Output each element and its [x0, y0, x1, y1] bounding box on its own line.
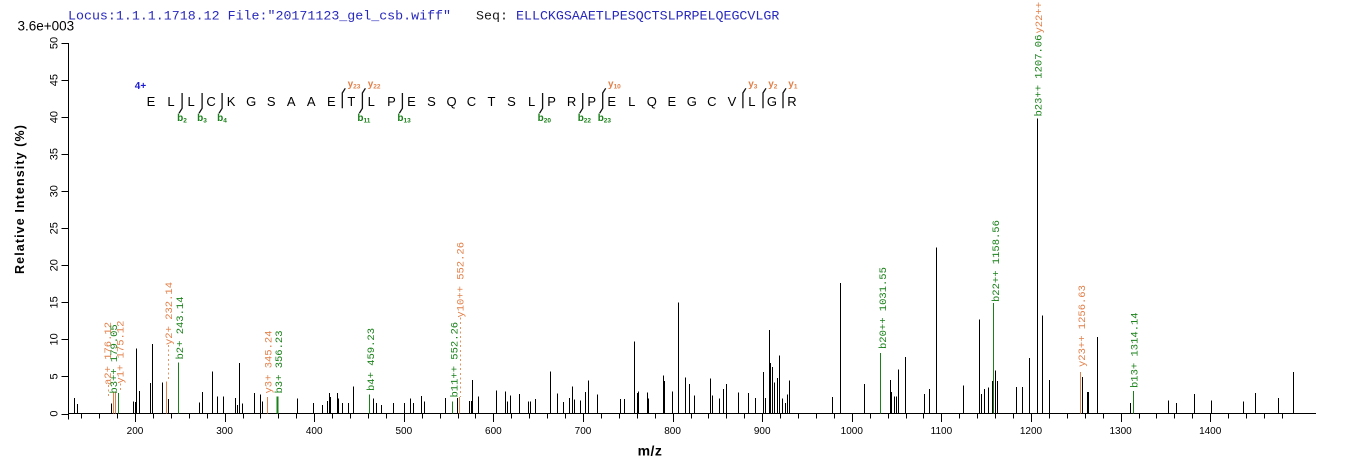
svg-text:Locus:1.1.1.1718.12 File:"2017: Locus:1.1.1.1718.12 File:"20171123_gel_c…	[68, 9, 451, 24]
svg-text:b4: b4	[217, 113, 227, 125]
svg-text:b11: b11	[357, 113, 370, 125]
svg-text:b13+ 1314.14: b13+ 1314.14	[1129, 312, 1141, 388]
svg-text:b23: b23	[598, 113, 612, 125]
svg-text:S: S	[427, 94, 436, 109]
svg-text:A: A	[307, 94, 316, 109]
svg-text:L: L	[748, 94, 755, 109]
svg-text:600: 600	[485, 426, 502, 437]
svg-text:50: 50	[49, 37, 61, 49]
svg-text:500: 500	[395, 426, 412, 437]
svg-text:b3++ 179.05: b3++ 179.05	[109, 324, 121, 393]
svg-text:Relative Intensity (%): Relative Intensity (%)	[13, 124, 27, 274]
svg-text:1100: 1100	[931, 426, 953, 437]
svg-text:Seq:: Seq:	[476, 9, 508, 24]
svg-text:L: L	[368, 94, 375, 109]
svg-text:b4+ 459.23: b4+ 459.23	[366, 328, 378, 391]
svg-text:L: L	[187, 94, 194, 109]
svg-text:y23: y23	[348, 79, 361, 91]
svg-text:20: 20	[49, 259, 61, 271]
svg-text:R: R	[787, 94, 796, 109]
svg-text:1300: 1300	[1109, 426, 1132, 437]
svg-text:40: 40	[49, 111, 61, 123]
svg-text:E: E	[607, 94, 616, 109]
svg-text:L: L	[628, 94, 635, 109]
svg-text:C: C	[707, 94, 716, 109]
svg-text:30: 30	[49, 185, 61, 197]
svg-text:400: 400	[306, 426, 323, 437]
svg-text:Q: Q	[647, 94, 657, 109]
svg-text:y10++ 552.26: y10++ 552.26	[455, 242, 467, 318]
svg-text:R: R	[567, 94, 576, 109]
svg-text:300: 300	[216, 426, 233, 437]
svg-text:15: 15	[49, 296, 61, 308]
svg-text:A: A	[287, 94, 296, 109]
svg-text:L: L	[167, 94, 174, 109]
svg-text:b13: b13	[397, 113, 411, 125]
svg-text:700: 700	[575, 426, 592, 437]
svg-text:y1+ 175.12: y1+ 175.12	[115, 321, 127, 384]
svg-text:P: P	[547, 94, 556, 109]
svg-text:C: C	[467, 94, 476, 109]
svg-text:E: E	[147, 94, 156, 109]
svg-text:ELLCKGSAAETLPESQCTSLPRPELQEGCV: ELLCKGSAAETLPESQCTSLPRPELQEGCVLGR	[516, 9, 779, 24]
svg-text:T: T	[347, 94, 355, 109]
svg-text:K: K	[227, 94, 236, 109]
svg-text:G: G	[246, 94, 256, 109]
svg-text:3.6e+003: 3.6e+003	[18, 19, 75, 34]
svg-text:P: P	[587, 94, 596, 109]
svg-text:y22++: y22++	[1034, 2, 1046, 34]
svg-text:b11++ 552.26: b11++ 552.26	[450, 322, 462, 398]
svg-text:y3: y3	[748, 79, 758, 91]
svg-text:800: 800	[664, 426, 681, 437]
svg-text:Q: Q	[446, 94, 456, 109]
svg-text:E: E	[407, 94, 416, 109]
svg-text:y2: y2	[768, 79, 778, 91]
svg-text:b23++ 1207.06: b23++ 1207.06	[1033, 35, 1045, 117]
svg-text:P: P	[387, 94, 396, 109]
svg-text:5: 5	[49, 373, 61, 379]
svg-text:35: 35	[49, 148, 61, 160]
svg-text:E: E	[667, 94, 676, 109]
svg-text:b3: b3	[197, 113, 207, 125]
svg-text:b20: b20	[538, 113, 552, 125]
svg-text:V: V	[728, 94, 737, 109]
svg-text:b22++ 1158.56: b22++ 1158.56	[991, 220, 1003, 302]
svg-text:25: 25	[49, 222, 61, 234]
svg-text:b3+ 356.23: b3+ 356.23	[274, 330, 286, 393]
svg-text:y3+ 345.24: y3+ 345.24	[264, 330, 276, 393]
svg-text:G: G	[687, 94, 697, 109]
svg-text:y22: y22	[368, 79, 381, 91]
svg-text:y2+ 232.14: y2+ 232.14	[164, 282, 176, 345]
svg-text:y1: y1	[788, 79, 798, 91]
svg-text:1000: 1000	[841, 426, 864, 437]
svg-text:E: E	[327, 94, 336, 109]
svg-text:900: 900	[754, 426, 771, 437]
svg-text:200: 200	[127, 426, 144, 437]
svg-text:S: S	[267, 94, 276, 109]
svg-text:b2+ 243.14: b2+ 243.14	[175, 296, 187, 359]
svg-text:b2: b2	[177, 113, 187, 125]
svg-text:45: 45	[49, 74, 61, 86]
svg-text:10: 10	[49, 333, 61, 345]
svg-text:b20++ 1031.55: b20++ 1031.55	[878, 267, 890, 349]
svg-text:0: 0	[49, 410, 61, 416]
svg-text:G: G	[767, 94, 777, 109]
svg-text:1400: 1400	[1199, 426, 1222, 437]
svg-text:S: S	[507, 94, 516, 109]
svg-text:y10: y10	[608, 79, 621, 91]
svg-text:L: L	[528, 94, 535, 109]
svg-text:C: C	[206, 94, 215, 109]
svg-text:T: T	[488, 94, 496, 109]
svg-text:a2+ 176.12: a2+ 176.12	[103, 322, 115, 385]
svg-text:y23++ 1256.63: y23++ 1256.63	[1077, 285, 1089, 367]
svg-text:4+: 4+	[135, 81, 147, 92]
svg-text:m/z: m/z	[638, 443, 663, 459]
svg-text:b22: b22	[578, 113, 592, 125]
svg-text:1200: 1200	[1020, 426, 1043, 437]
